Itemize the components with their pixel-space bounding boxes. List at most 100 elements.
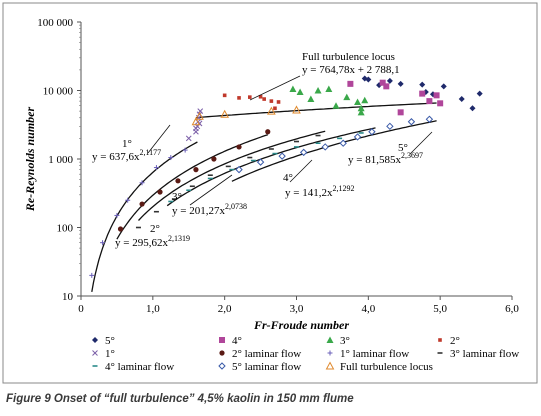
data-point-series-0	[440, 83, 447, 90]
fit-label-leader-4	[289, 159, 313, 183]
y-tick-label: 10	[62, 291, 74, 303]
x-tick-label: 2,0	[218, 303, 232, 315]
data-point-series-3	[269, 99, 274, 103]
data-point-series-9	[353, 133, 362, 141]
x-tick-label: 3,0	[290, 303, 304, 315]
data-point-series-9	[368, 128, 376, 136]
data-point-series-6	[153, 165, 159, 171]
legend-label-2: 3°	[340, 335, 350, 347]
data-point-series-10	[191, 117, 201, 126]
data-point-series-3	[273, 106, 277, 111]
data-point-series-3	[222, 93, 227, 98]
data-point-series-3	[276, 100, 281, 104]
data-point-series-6	[100, 240, 106, 246]
data-point-series-10	[195, 111, 204, 120]
data-point-series-2	[314, 87, 322, 94]
x-tick-label: 4,0	[361, 303, 375, 315]
data-point-series-2	[296, 88, 304, 96]
x-tick-label: 0	[78, 303, 84, 315]
data-point-series-1	[419, 90, 426, 97]
data-point-series-0	[419, 81, 426, 88]
legend-marker-4	[92, 350, 98, 356]
legend-label-6: 1° laminar flow	[340, 348, 409, 360]
data-point-series-1	[347, 80, 354, 87]
fit-label-title-1: 1°	[122, 138, 132, 150]
data-point-series-5	[211, 156, 217, 162]
data-point-series-2	[357, 108, 365, 116]
legend-label-5: 2° laminar flow	[232, 348, 301, 360]
data-point-series-2	[357, 104, 365, 112]
y-axis-title: Re-Reynolds number	[23, 107, 37, 213]
legend-label-10: Full turbulence locus	[340, 361, 433, 373]
x-tick-label: 6,0	[505, 303, 519, 315]
x-axis-title: Fr-Froude number	[253, 318, 349, 332]
fit-label-exponent: 2,1319	[168, 234, 190, 243]
fit-label-title-0: Full turbulence locus	[302, 51, 395, 63]
data-point-series-0	[476, 90, 483, 97]
chart-svg: 10 100 1 000 10 000 100 000 0 1,0 2,0 3,0 4,0 5,0 6…	[2, 2, 538, 384]
data-point-series-3	[258, 94, 263, 99]
data-point-series-9	[235, 165, 243, 174]
data-point-series-2	[325, 85, 333, 93]
data-point-series-10	[267, 106, 276, 115]
data-point-series-0	[469, 105, 476, 112]
fit-label-leader-0	[249, 75, 301, 101]
legend-label-1: 4°	[232, 335, 242, 347]
marker-stroke	[185, 135, 192, 142]
data-point-series-1	[426, 98, 433, 105]
legend-label-0: 5°	[105, 335, 115, 347]
data-point-series-10	[292, 105, 301, 114]
fit-label-leader-5	[409, 131, 433, 155]
data-point-series-0	[458, 96, 465, 103]
x-tick-label: 5,0	[433, 303, 447, 315]
data-point-series-9	[339, 139, 347, 147]
data-point-series-2	[361, 96, 369, 104]
data-point-series-2	[289, 85, 297, 93]
fit-label-equation-3: y = 201,27x2,0738	[172, 202, 247, 217]
data-point-series-2	[354, 98, 362, 105]
data-point-series-9	[386, 122, 394, 131]
data-point-series-4	[193, 125, 199, 132]
legend-marker-3	[438, 338, 442, 342]
y-tick-label: 10 000	[43, 86, 74, 98]
fit-label-title-3: 3°	[172, 191, 182, 203]
fit-label-leader-1	[147, 124, 171, 154]
y-tick-label: 100 000	[37, 17, 73, 29]
legend-label-8: 4° laminar flow	[105, 361, 174, 373]
fit-label-exponent: 2,3697	[401, 151, 423, 160]
legend-marker-1	[219, 337, 225, 343]
figure-caption: Figure 9 Onset of “full turbulence” 4,5%…	[6, 393, 354, 405]
data-point-series-10	[220, 109, 230, 118]
data-point-series-4	[185, 135, 192, 142]
fit-label-equation-4: y = 141,2x2,1292	[285, 184, 354, 199]
figure-border	[2, 2, 538, 384]
figure-frame: 10 100 1 000 10 000 100 000 0 1,0 2,0 3,0 4,0 5,0 6…	[2, 2, 538, 384]
x-tick-label: 1,0	[146, 303, 160, 315]
data-point-series-9	[321, 143, 329, 151]
legend-label-7: 3° laminar flow	[450, 348, 519, 360]
data-point-series-3	[237, 96, 241, 100]
data-point-series-6	[89, 272, 95, 278]
y-tick-label: 1 000	[48, 154, 73, 166]
legend-marker-0	[92, 337, 98, 343]
legend-label-9: 5° laminar flow	[232, 361, 301, 373]
data-point-series-3	[262, 97, 266, 101]
data-point-series-2	[332, 102, 340, 109]
data-point-series-1	[437, 100, 444, 107]
legend-label-3: 2°	[450, 335, 460, 347]
fit-curve-1	[91, 141, 198, 293]
data-point-series-3	[248, 95, 252, 99]
fit-curve-0	[195, 102, 437, 119]
marker-stroke	[92, 350, 98, 356]
data-point-series-1	[397, 109, 404, 116]
fit-curve-3	[138, 130, 326, 221]
fit-label-equation-5: y = 81,585x2,3697	[348, 151, 423, 166]
legend-marker-9	[218, 362, 226, 370]
data-point-series-1	[379, 79, 386, 86]
data-point-series-6	[168, 155, 174, 161]
data-point-series-6	[139, 180, 145, 186]
data-point-series-5	[117, 226, 124, 232]
marker-stroke	[193, 125, 199, 132]
marker-stroke	[197, 108, 204, 114]
data-point-series-9	[278, 152, 286, 160]
